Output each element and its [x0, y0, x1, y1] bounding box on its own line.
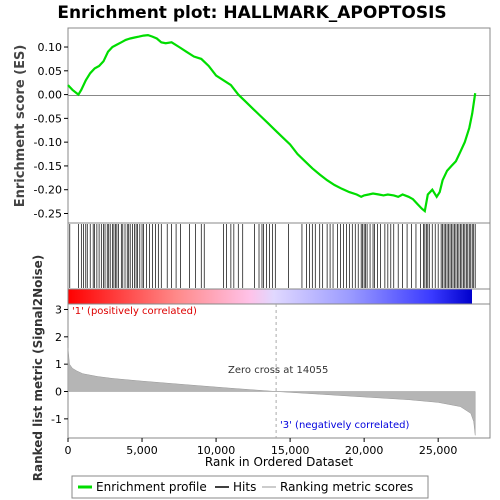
metric-y-tick-label: 0	[55, 386, 62, 399]
enrichment-profile-line	[67, 33, 477, 214]
legend-hits-label: Hits	[233, 480, 256, 494]
es-y-tick-label: 0.00	[38, 89, 63, 102]
x-tick-label: 0	[65, 444, 72, 457]
metric-y-tick-label: 3	[55, 303, 62, 316]
es-panel	[67, 27, 491, 224]
hits-marks	[69, 224, 476, 288]
chart-title: Enrichment plot: HALLMARK_APOPTOSIS	[57, 3, 446, 23]
x-tick-label: 25,000	[419, 444, 458, 457]
x-axis-label: Rank in Ordered Dataset	[205, 455, 353, 469]
x-tick-label: 5,000	[126, 444, 158, 457]
legend: Enrichment profile Hits Ranking metric s…	[71, 475, 429, 499]
ranking-metric-area	[67, 347, 476, 436]
metric-y-tick-label: 1	[55, 358, 62, 371]
es-y-tick-label: 0.10	[38, 41, 63, 54]
es-y-tick-label: -0.20	[34, 184, 62, 197]
zero-cross-label: Zero cross at 14055	[228, 365, 328, 376]
metric-axis-label: Ranked list metric (Signal2Noise)	[31, 255, 45, 482]
x-tick-label: 15,000	[271, 444, 310, 457]
metric-y-tick-label: -1	[51, 413, 62, 426]
es-y-tick-label: 0.05	[38, 65, 63, 78]
positive-correlation-label: '1' (positively correlated)	[72, 306, 197, 317]
es-y-tick-label: -0.25	[34, 207, 62, 220]
rank-colorbar	[68, 289, 472, 304]
es-y-tick-label: -0.15	[34, 160, 62, 173]
x-tick-label: 20,000	[345, 444, 384, 457]
hits-panel	[67, 222, 491, 290]
es-y-tick-label: -0.10	[34, 136, 62, 149]
es-y-tick-label: -0.05	[34, 112, 62, 125]
metric-y-tick-label: 2	[55, 331, 62, 344]
negative-correlation-label: '3' (negatively correlated)	[280, 420, 409, 431]
legend-enrichment-label: Enrichment profile	[96, 480, 207, 494]
es-axis-label: Enrichment score (ES)	[13, 45, 28, 208]
x-tick-label: 10,000	[197, 444, 236, 457]
legend-metric-label: Ranking metric scores	[280, 480, 413, 494]
legend-box	[71, 475, 429, 499]
